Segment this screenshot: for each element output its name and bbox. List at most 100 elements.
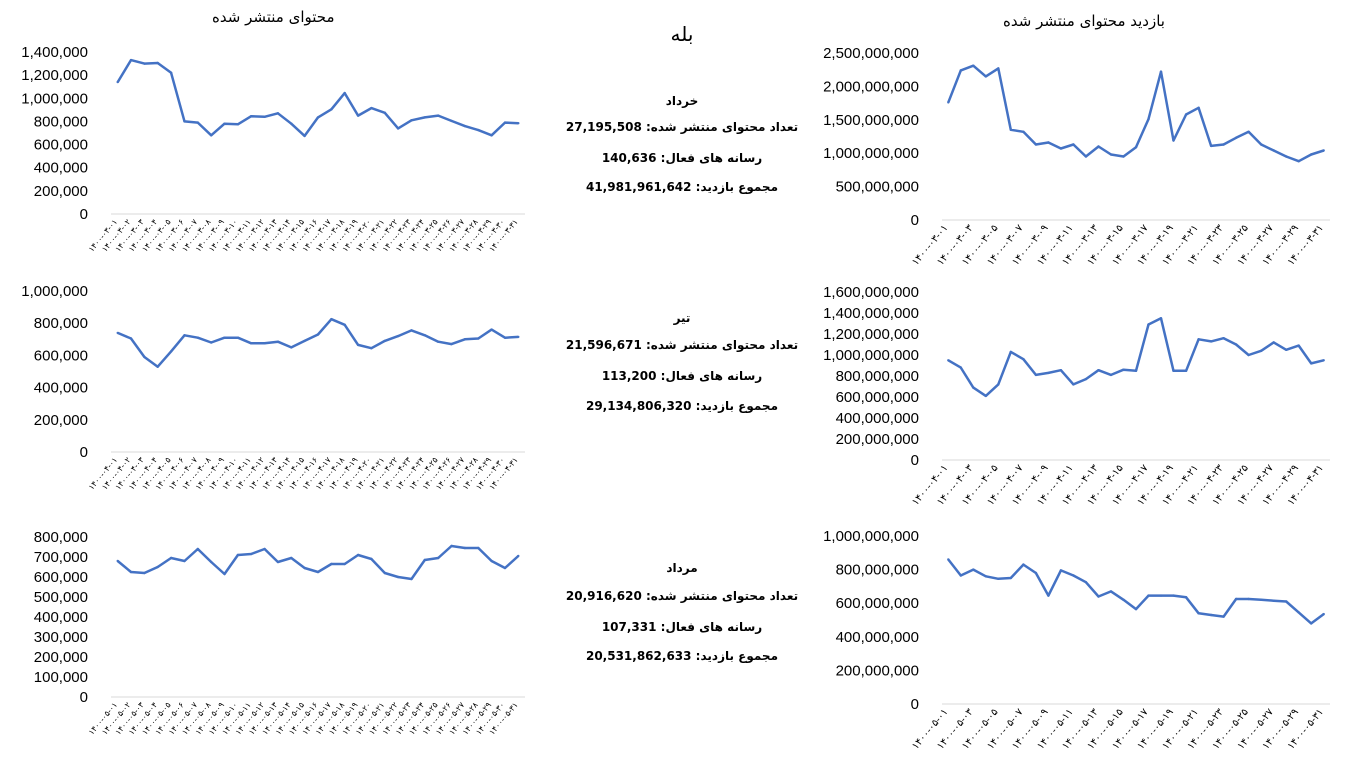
- chart-5-data-point: [410, 577, 413, 581]
- chart-2-data-point: [1022, 130, 1025, 133]
- chart-6-y-tick-label: 200,000,000: [836, 662, 919, 679]
- chart-6-data-point: [1097, 595, 1100, 598]
- chart-2-data-point: [972, 64, 975, 67]
- chart-4-y-tick-label: 1,000,000,000: [823, 347, 919, 364]
- chart-5-data-point: [169, 556, 173, 560]
- chart-5-data-point: [396, 575, 400, 579]
- chart-4-data-point: [1047, 371, 1050, 375]
- chart-3-data-point: [116, 331, 119, 335]
- chart-3-data-point: [303, 339, 306, 343]
- chart-4-data-point: [1209, 340, 1213, 343]
- chart-2-data-point: [1209, 144, 1213, 148]
- chart-1-series-line: [116, 58, 519, 138]
- chart-1-y-tick-label: 1,200,000: [21, 67, 88, 84]
- chart-3-data-point: [143, 355, 146, 359]
- chart-5-data-point: [356, 553, 360, 557]
- chart-2-data-point: [1172, 139, 1175, 142]
- chart-4-data-point: [1310, 362, 1313, 365]
- chart-5-data-point: [263, 547, 266, 551]
- chart-6-data-point: [1159, 594, 1163, 597]
- chart-3-data-point: [437, 340, 440, 343]
- chart-3-y-tick-label: 600,000: [34, 347, 88, 364]
- chart-4-data-point: [947, 359, 950, 362]
- chart-2-data-point: [997, 67, 1000, 70]
- chart-5-data-point: [330, 562, 333, 566]
- chart-4-data-point: [1260, 349, 1263, 352]
- chart-1-data-point: [236, 123, 240, 126]
- chart-4-data-point: [1322, 359, 1325, 362]
- chart-3-data-point: [156, 365, 159, 368]
- chart-1-y-tick-label: 0: [80, 206, 88, 223]
- chart-5-data-point: [316, 570, 320, 574]
- chart-4-data-point: [1197, 338, 1200, 341]
- chart-1-data-point: [116, 80, 119, 84]
- chart-2-y-tick-label: 1,500,000,000: [823, 112, 919, 129]
- chart-5-data-point: [290, 556, 293, 560]
- chart-3-data-point: [129, 337, 133, 340]
- chart-5-y-tick-label: 100,000: [34, 669, 88, 686]
- chart-3-data-point: [196, 336, 199, 339]
- chart-3-data-point: [330, 318, 333, 321]
- chart-2-data-point: [1260, 143, 1263, 146]
- chart-6-data-point: [1072, 574, 1075, 577]
- chart-1-data-point: [396, 127, 400, 130]
- chart-3-data-point: [183, 334, 186, 337]
- chart-1-y-tick-label: 800,000: [34, 113, 88, 130]
- chart-6-data-point: [1310, 622, 1313, 625]
- chart-2-data-point: [1272, 149, 1275, 152]
- chart-6-y-tick-label: 1,000,000,000: [823, 528, 919, 545]
- chart-4-data-point: [1097, 369, 1100, 372]
- chart-2-data-point: [1310, 153, 1313, 156]
- chart-1-y-tick-label: 1,000,000: [21, 90, 88, 107]
- chart-5-data-point: [477, 546, 480, 550]
- chart-3-y-tick-label: 400,000: [34, 380, 88, 397]
- chart-4-data-point: [1297, 344, 1300, 347]
- chart-5-data-point: [437, 556, 440, 560]
- chart-5-data-point: [223, 572, 226, 576]
- chart-1-data-point: [477, 128, 480, 132]
- chart-6-series-line: [947, 558, 1325, 625]
- chart-4-data-point: [959, 366, 962, 369]
- chart-6-data-point: [1034, 571, 1038, 575]
- chart-1-data-point: [196, 121, 199, 124]
- chart-4-data-point: [1147, 323, 1150, 326]
- month-name-2: تیر: [673, 311, 691, 325]
- chart-1-data-point: [330, 108, 333, 111]
- chart-3-data-point: [250, 342, 253, 345]
- chart-6-data-point: [1122, 598, 1125, 601]
- chart-4-series-line: [947, 317, 1325, 398]
- chart-5-y-tick-label: 200,000: [34, 649, 88, 666]
- chart-3-data-point: [423, 334, 426, 337]
- chart-4-data-point: [1022, 358, 1025, 361]
- chart-4-data-point: [972, 386, 975, 389]
- chart-6-data-point: [1247, 597, 1250, 601]
- chart-5-y-tick-label: 700,000: [34, 549, 88, 566]
- chart-5-data-point: [343, 562, 346, 566]
- chart-1-y-tick-label: 200,000: [34, 183, 88, 200]
- chart-5-data-point: [156, 565, 159, 569]
- chart-1-data-point: [276, 112, 280, 115]
- chart-1-data-point: [156, 61, 159, 65]
- chart-6-data-point: [1285, 600, 1288, 603]
- chart-4-y-tick-label: 1,600,000,000: [823, 284, 919, 301]
- chart-5-data-point: [236, 553, 240, 557]
- chart-4-data-point: [1222, 337, 1225, 340]
- chart-1-data-point: [503, 121, 507, 124]
- chart-3-y-tick-label: 200,000: [34, 412, 88, 429]
- chart-3-data-point: [263, 342, 266, 345]
- chart-6-data-point: [1222, 615, 1225, 618]
- chart-3-data-point: [343, 323, 346, 326]
- chart-6-data-point: [1184, 596, 1188, 599]
- chart-6-data-point: [1272, 599, 1275, 602]
- total-views-1: مجموع بازدید: 41,981,961,642: [585, 180, 779, 194]
- chart-2-data-point: [959, 69, 962, 72]
- chart-1-data-point: [343, 91, 346, 95]
- active-media-1: رسانه های فعال: 140,636: [601, 151, 763, 165]
- chart-2-data-point: [1297, 160, 1300, 163]
- chart-6-data-point: [972, 568, 975, 571]
- chart-1-data-point: [423, 116, 426, 119]
- chart-4-data-point: [1247, 353, 1250, 357]
- chart-5-data-point: [423, 558, 426, 562]
- chart-5-data-point: [370, 557, 373, 561]
